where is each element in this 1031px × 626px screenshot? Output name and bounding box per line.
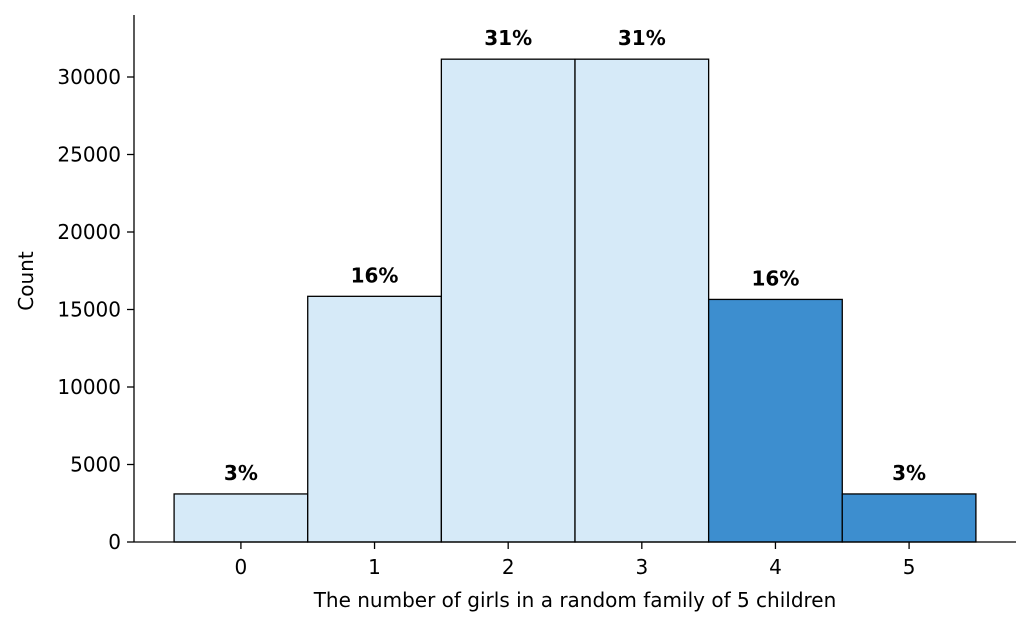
bar-5 — [841, 493, 977, 543]
axes-layer — [133, 15, 1016, 543]
bar-3 — [574, 58, 710, 543]
y-axis-label: Count — [14, 251, 38, 311]
x-ticks-layer: 0 1 2 3 4 5 — [235, 542, 916, 579]
bar-2 — [440, 58, 576, 543]
y-tick-label: 0 — [108, 530, 121, 554]
bar-labels-layer: 3% 16% 31% 31% 16% 3% — [224, 26, 926, 485]
x-tick-label: 3 — [635, 555, 648, 579]
y-tick-label: 5000 — [70, 453, 121, 477]
bars-layer — [173, 58, 977, 543]
x-tick-label: 0 — [235, 555, 248, 579]
x-tick-label: 5 — [903, 555, 916, 579]
bar-label-4: 16% — [752, 266, 800, 290]
y-tick-label: 25000 — [57, 143, 121, 167]
bar-4 — [707, 298, 843, 543]
bar-label-5: 3% — [892, 461, 926, 485]
y-tick-label: 20000 — [57, 220, 121, 244]
y-tick-label: 15000 — [57, 298, 121, 322]
y-tick-label: 10000 — [57, 375, 121, 399]
bar-label-3: 31% — [618, 26, 666, 50]
x-tick-label: 1 — [368, 555, 381, 579]
bar-0 — [173, 493, 309, 543]
x-axis-label: The number of girls in a random family o… — [313, 588, 837, 612]
x-tick-label: 4 — [769, 555, 782, 579]
bar-label-2: 31% — [484, 26, 532, 50]
y-ticks-layer: 0 5000 10000 15000 20000 25000 30000 — [57, 65, 134, 554]
y-tick-label: 30000 — [57, 65, 121, 89]
bar-label-0: 3% — [224, 461, 258, 485]
bar-1 — [307, 295, 443, 543]
bar-label-1: 16% — [351, 263, 399, 287]
x-tick-label: 2 — [502, 555, 515, 579]
